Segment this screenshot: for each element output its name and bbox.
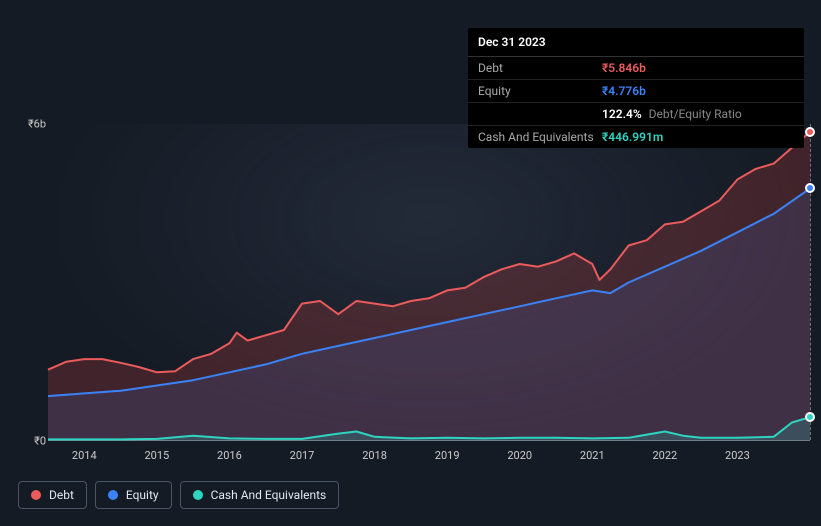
x-axis-label: 2017 (290, 449, 315, 462)
legend-swatch (193, 490, 203, 500)
x-axis-label: 2022 (652, 449, 677, 462)
marker-cash (805, 412, 815, 422)
chart-plot[interactable] (48, 124, 810, 441)
tooltip-value: ₹5.846b (602, 61, 646, 75)
marker-equity (805, 183, 815, 193)
x-axis-label: 2015 (144, 449, 169, 462)
tooltip-label: Cash And Equivalents (478, 130, 602, 144)
tooltip-label (478, 107, 602, 121)
tooltip-row: Debt₹5.846b (468, 57, 804, 80)
chart-legend: Debt Equity Cash And Equivalents (18, 481, 339, 509)
tooltip-label: Debt (478, 61, 602, 75)
tooltip-label: Equity (478, 84, 602, 98)
tooltip-date: Dec 31 2023 (468, 28, 804, 57)
chart-area: ₹0₹6b 2014201520162017201820192020202120… (18, 124, 810, 464)
tooltip-row: 122.4% Debt/Equity Ratio (468, 103, 804, 126)
legend-swatch (108, 490, 118, 500)
x-axis-label: 2020 (507, 449, 532, 462)
x-axis-label: 2019 (435, 449, 460, 462)
legend-item[interactable]: Cash And Equivalents (180, 481, 340, 509)
x-axis-label: 2023 (725, 449, 750, 462)
legend-item[interactable]: Debt (18, 481, 87, 509)
tooltip-row: Cash And Equivalents₹446.991m (468, 126, 804, 148)
marker-debt (805, 127, 815, 137)
legend-label: Equity (126, 488, 159, 502)
legend-label: Debt (49, 488, 74, 502)
tooltip-extra: Debt/Equity Ratio (646, 107, 742, 121)
tooltip-value: 122.4% Debt/Equity Ratio (602, 107, 742, 121)
x-axis-label: 2014 (72, 449, 97, 462)
x-axis-label: 2016 (217, 449, 242, 462)
y-axis-label: ₹6b (28, 118, 46, 131)
tooltip-value: ₹446.991m (602, 130, 663, 144)
legend-item[interactable]: Equity (95, 481, 172, 509)
y-axis-label: ₹0 (34, 435, 46, 448)
legend-swatch (31, 490, 41, 500)
hover-line (810, 124, 811, 440)
legend-label: Cash And Equivalents (211, 488, 327, 502)
tooltip-value: ₹4.776b (602, 84, 646, 98)
x-axis-label: 2021 (580, 449, 605, 462)
x-axis-label: 2018 (362, 449, 387, 462)
chart-tooltip: Dec 31 2023 Debt₹5.846bEquity₹4.776b122.… (468, 28, 804, 148)
tooltip-row: Equity₹4.776b (468, 80, 804, 103)
